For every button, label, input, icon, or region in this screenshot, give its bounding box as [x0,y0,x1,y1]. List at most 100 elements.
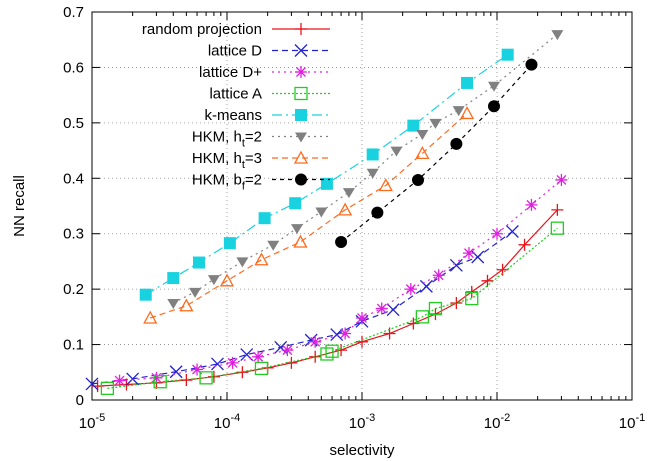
x-tick-label: 10-1 [619,412,645,432]
series-3 [100,221,565,396]
data-point [555,173,568,186]
y-tick-label: 0.4 [63,170,84,187]
data-point [412,173,425,186]
y-tick-label: 0 [76,392,84,409]
data-point [293,150,309,164]
data-point [390,146,403,157]
data-point [371,206,384,219]
data-point [386,303,400,317]
data-point [407,317,420,330]
data-point [153,375,167,389]
data-point [416,129,429,140]
y-tick-label: 0.7 [63,4,84,21]
legend-item: random projection [142,21,330,38]
data-point [315,207,328,218]
data-point [335,344,348,357]
legend-label: k-means [204,107,262,124]
y-axis-title: NN recall [11,175,28,237]
data-point [169,365,183,379]
data-point [551,30,564,41]
legend: random projection lattice D lattice D+ latt… [142,21,330,193]
data-point [113,374,126,387]
data-point [487,81,500,92]
data-point [550,221,565,235]
series-line [150,112,468,319]
ticks: 10-5 10-4 10-3 10-2 10-1 0 0.1 0.2 0.3 0.4 0.5 0.6 0… [63,4,645,432]
series-6 [143,106,475,324]
data-point [450,297,463,309]
data-point [309,350,322,363]
legend-label: HKM, bf=2 [192,172,262,193]
data-point [150,371,163,384]
legend-label: lattice D+ [199,64,262,81]
data-point [525,58,538,71]
data-point [366,168,379,179]
legend-item: lattice D+ [199,64,330,81]
data-point [199,371,213,385]
data-point [320,177,333,190]
data-point [465,291,479,306]
data-point [207,275,220,286]
data-point [295,23,307,35]
data-point [428,301,443,316]
series-line [173,33,558,304]
data-point [100,381,115,396]
series-2 [113,173,568,387]
x-tick-label: 10-5 [79,412,105,432]
series-0 [91,203,564,393]
legend-item: HKM, ht=3 [192,150,330,171]
legend-label: lattice A [209,86,262,103]
data-point [309,335,322,348]
data-point [180,374,193,387]
x-axis-title: selectivity [329,442,395,459]
data-point [258,212,271,225]
legend-item: k-means [204,107,330,124]
data-point [236,366,249,379]
data-point [295,109,307,121]
data-point [320,347,334,361]
data-point [505,225,519,238]
legend-label: HKM, ht=2 [192,129,262,150]
data-point [295,173,307,186]
data-point [139,288,152,301]
data-point [294,44,308,57]
data-point [461,76,474,89]
data-point [295,132,307,143]
data-point [126,372,140,386]
data-point [459,106,475,120]
data-point [407,119,420,132]
data-point [289,197,302,210]
series-line [119,179,562,382]
y-tick-label: 0.3 [63,226,84,243]
x-tick-label: 10-3 [349,412,375,432]
data-point [452,106,465,117]
data-point [375,302,388,315]
series-lines [85,30,568,396]
data-point [491,227,503,240]
data-point [356,335,368,348]
data-point [236,257,249,268]
data-point [462,247,475,260]
series-1 [85,225,519,391]
data-point [254,252,269,266]
legend-item: HKM, bf=2 [192,172,330,193]
legend-item: lattice D [208,43,330,60]
data-point [167,299,180,309]
legend-item: HKM, ht=2 [192,129,330,150]
data-point [167,272,180,285]
data-point [226,356,239,369]
data-point [525,198,538,211]
data-point [378,178,393,192]
legend-item: lattice A [209,86,330,103]
data-point [342,188,355,199]
data-point [415,310,430,324]
series-line [107,227,558,389]
data-point [487,100,500,113]
data-point [429,118,442,129]
data-point [335,236,348,249]
data-point [404,283,417,296]
data-point [415,145,430,159]
data-point [330,328,344,342]
y-tick-label: 0.1 [63,337,84,354]
